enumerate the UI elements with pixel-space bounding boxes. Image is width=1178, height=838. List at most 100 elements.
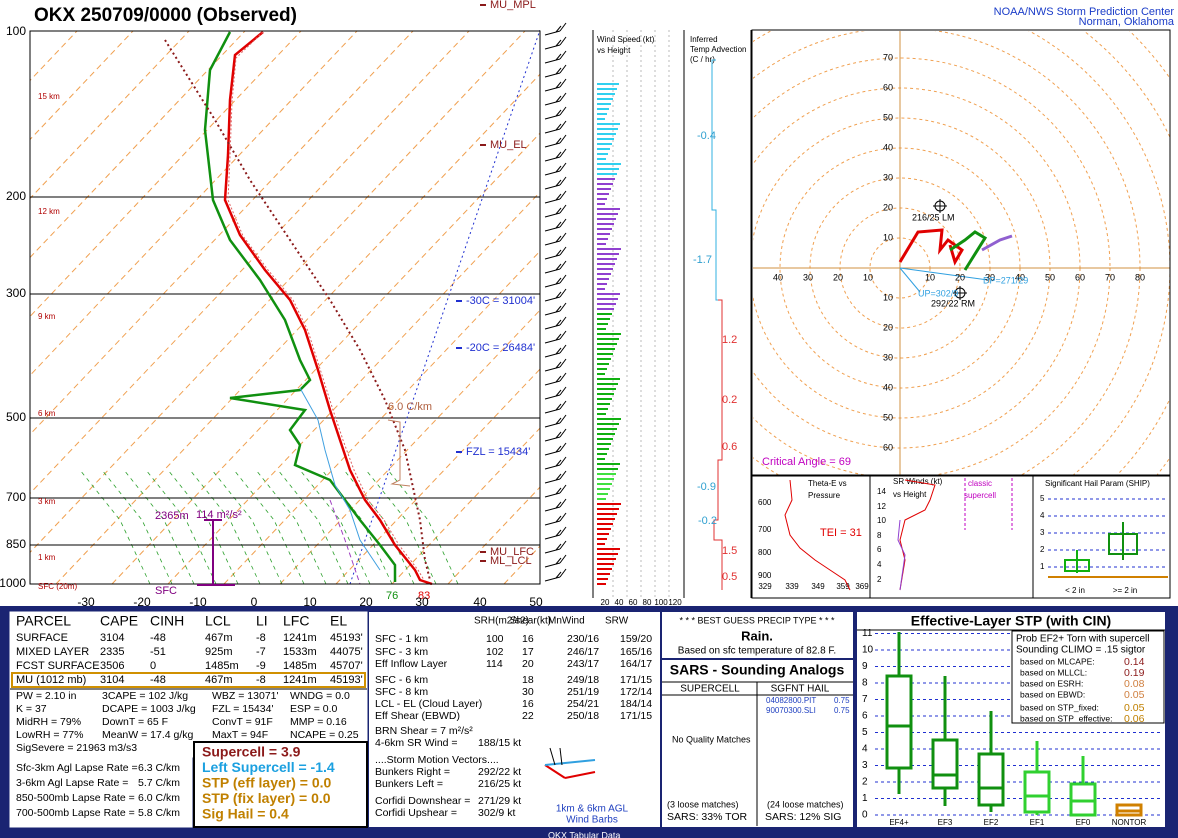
label: TEI = 31 bbox=[820, 527, 862, 539]
label: 6.0 C/km bbox=[138, 792, 180, 804]
label: 90070300.SLI bbox=[766, 706, 816, 715]
label: MeanW = 17.4 g/kg bbox=[102, 729, 194, 741]
adiabat bbox=[255, 469, 327, 585]
label: 18 bbox=[522, 674, 534, 686]
label: 30 bbox=[803, 272, 813, 282]
trace bbox=[223, 31, 433, 585]
line bbox=[555, 95, 562, 103]
trace bbox=[949, 230, 988, 271]
line bbox=[544, 576, 561, 582]
temp-label: -10 bbox=[189, 595, 207, 609]
trace bbox=[898, 228, 964, 266]
label: 4 bbox=[877, 560, 882, 569]
box bbox=[1023, 770, 1051, 814]
line bbox=[555, 123, 562, 131]
line bbox=[559, 120, 567, 130]
line bbox=[555, 263, 562, 271]
line bbox=[555, 459, 562, 467]
label: MnWind bbox=[548, 616, 585, 627]
label: 800 bbox=[758, 548, 772, 557]
label: 329 bbox=[758, 582, 772, 591]
label: 40 bbox=[615, 598, 624, 607]
box bbox=[1011, 630, 1165, 724]
trace bbox=[387, 419, 411, 487]
label: 0.14 bbox=[1124, 656, 1145, 668]
box bbox=[193, 741, 368, 828]
label: 5 bbox=[1040, 494, 1045, 503]
label: 30 bbox=[883, 172, 893, 182]
label: 10 bbox=[883, 292, 893, 302]
label: Inferred bbox=[690, 35, 718, 44]
line bbox=[555, 249, 562, 257]
adiabat bbox=[387, 469, 459, 585]
label: 83 bbox=[418, 590, 430, 602]
label: Left Supercell = -1.4 bbox=[202, 759, 335, 775]
label: NCAPE = 0.25 bbox=[290, 729, 359, 741]
label: Wind Barbs bbox=[566, 815, 618, 826]
label: Eff Shear (EBWD) bbox=[375, 710, 460, 722]
label: vs Height bbox=[597, 46, 631, 55]
line bbox=[223, 250, 540, 585]
label: (24 loose matches) bbox=[767, 799, 844, 809]
label: Supercell = 3.9 bbox=[202, 744, 301, 760]
line bbox=[555, 179, 562, 187]
label: 850-500mb Lapse Rate = bbox=[16, 792, 135, 804]
box bbox=[869, 475, 1034, 599]
label: -1.7 bbox=[693, 254, 712, 266]
label: 0.06 bbox=[1124, 713, 1145, 725]
label: 184/14 bbox=[620, 698, 652, 710]
label: (3 loose matches) bbox=[667, 799, 739, 809]
label: NONTOR bbox=[1112, 818, 1147, 827]
label: 230/16 bbox=[567, 633, 599, 645]
label: 254/21 bbox=[567, 698, 599, 710]
label: -7 bbox=[256, 646, 266, 658]
label: 10 bbox=[862, 645, 874, 656]
label: 925m bbox=[205, 646, 233, 658]
line bbox=[544, 184, 561, 190]
label: -0.2 bbox=[698, 515, 717, 527]
line bbox=[559, 442, 567, 452]
line bbox=[544, 114, 561, 120]
label: -9 bbox=[256, 660, 266, 672]
line bbox=[544, 450, 561, 456]
label: Shear(kt) bbox=[510, 616, 551, 627]
label: SFC - 6 km bbox=[375, 674, 428, 686]
trace bbox=[329, 499, 361, 585]
label: Theta-E vs bbox=[808, 479, 847, 488]
line bbox=[564, 771, 596, 779]
label: >= 2 in bbox=[1113, 586, 1137, 595]
line bbox=[555, 305, 562, 313]
adiabat bbox=[211, 469, 283, 585]
trace bbox=[711, 59, 718, 301]
label: Based on sfc temperature of 82.8 F. bbox=[678, 646, 836, 657]
label: 171/15 bbox=[620, 674, 652, 686]
label: Prob EF2+ Torn with supercell bbox=[1016, 634, 1150, 645]
label: < 2 in bbox=[1065, 586, 1085, 595]
line bbox=[559, 344, 567, 354]
line bbox=[30, 30, 470, 495]
label: 60 bbox=[1075, 272, 1085, 282]
label: 20 bbox=[522, 658, 534, 670]
line bbox=[544, 170, 561, 176]
label: Temp Advection bbox=[690, 45, 746, 54]
line bbox=[555, 375, 562, 383]
trace bbox=[164, 39, 431, 581]
label: 50 bbox=[1045, 272, 1055, 282]
label: 700 bbox=[758, 525, 772, 534]
adiabat bbox=[123, 469, 195, 585]
label: 1485m bbox=[205, 660, 239, 672]
label: 369 bbox=[855, 582, 869, 591]
label: SFC - 3 km bbox=[375, 646, 428, 658]
label: EF0 bbox=[1076, 818, 1091, 827]
adiabat bbox=[299, 469, 371, 585]
line bbox=[544, 128, 561, 134]
temp-label: -20 bbox=[133, 595, 151, 609]
line bbox=[559, 92, 567, 102]
label: 6.3 C/km bbox=[138, 762, 180, 774]
label: EL bbox=[330, 613, 347, 629]
label: SUPERCELL bbox=[680, 684, 740, 695]
pressure-label: 500 bbox=[6, 410, 26, 424]
label: SFC - 8 km bbox=[375, 686, 428, 698]
label: 8 bbox=[862, 678, 868, 689]
line bbox=[555, 445, 562, 453]
